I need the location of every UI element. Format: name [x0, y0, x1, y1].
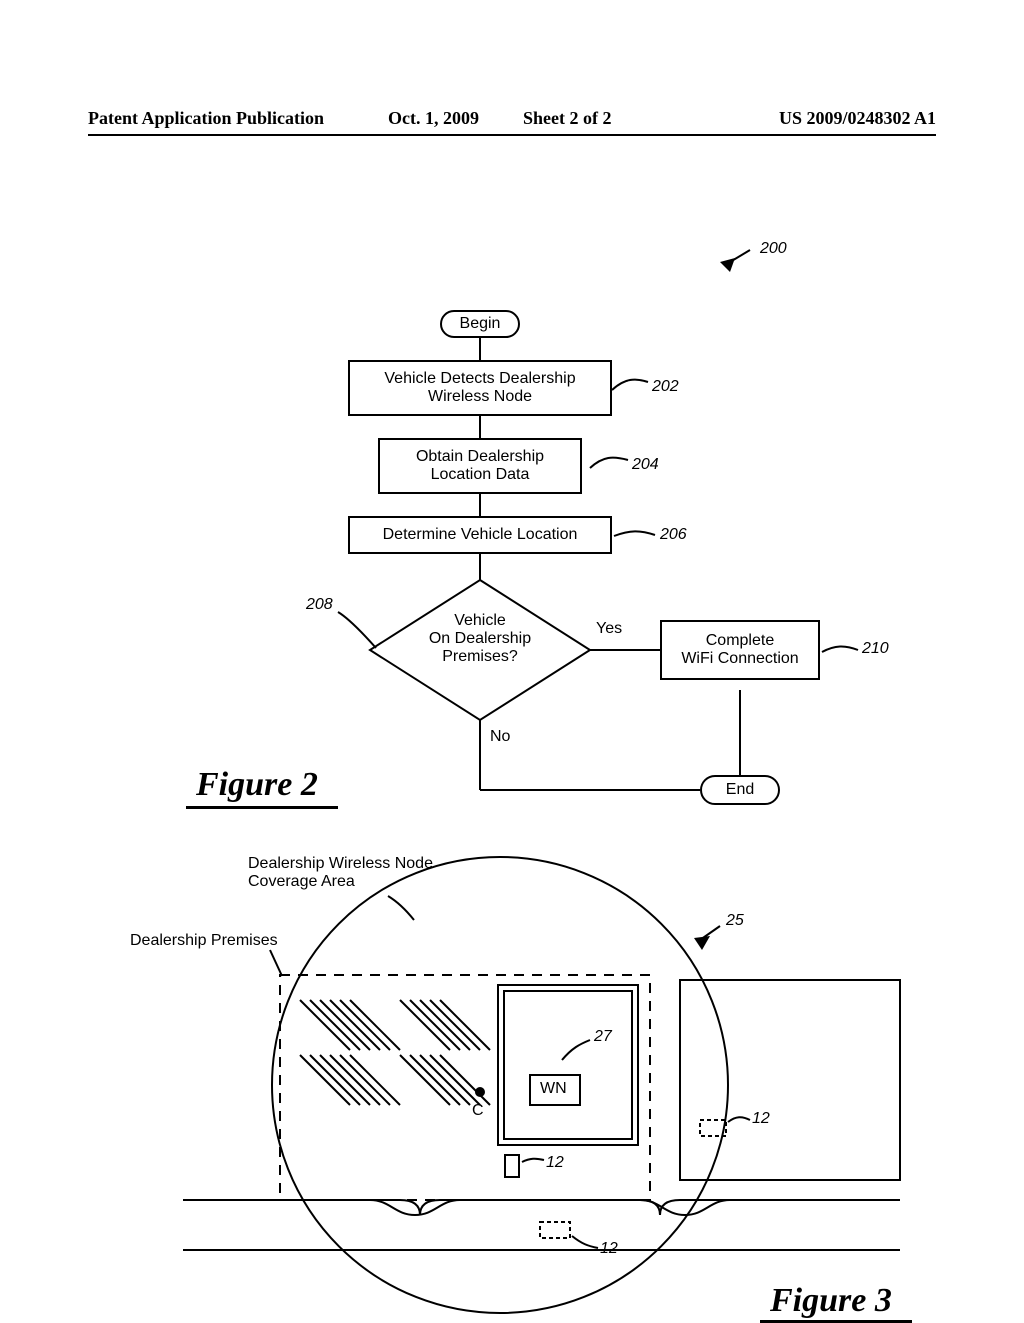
ref-12-b: 12 — [752, 1110, 770, 1128]
ref-25: 25 — [726, 912, 744, 930]
ref-12-a: 12 — [546, 1154, 564, 1172]
ref-12-c: 12 — [600, 1240, 618, 1258]
figure-3-label: Figure 3 — [770, 1282, 892, 1320]
diagram-svg — [0, 0, 1024, 1320]
wn-label: WN — [540, 1080, 567, 1098]
ref-27: 27 — [594, 1028, 612, 1046]
c-label: C — [472, 1102, 484, 1120]
coverage-label: Dealership Wireless Node Coverage Area — [248, 855, 433, 891]
premises-label: Dealership Premises — [130, 932, 278, 950]
